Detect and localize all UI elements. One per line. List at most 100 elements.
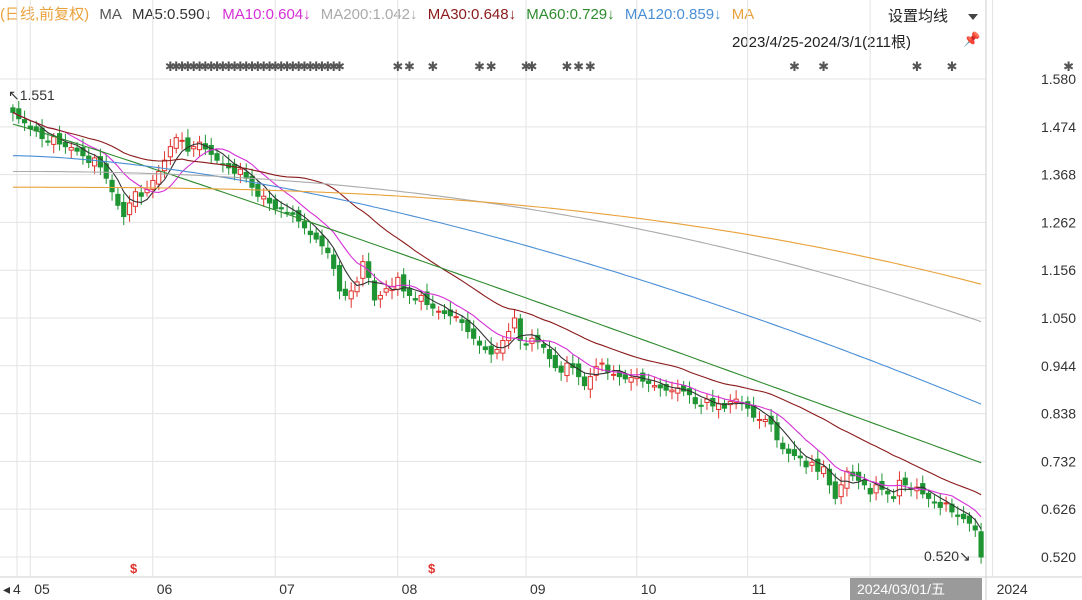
candle — [383, 288, 389, 293]
candle — [611, 373, 617, 376]
signal-marker-icon: ✱ — [229, 59, 240, 74]
y-tick-label: 0.732 — [1041, 453, 1076, 469]
ma250-line — [12, 186, 982, 285]
signal-marker-icon: ✱ — [521, 59, 532, 74]
candle — [541, 343, 547, 348]
signal-marker-icon: ✱ — [171, 59, 182, 74]
ma30-line — [12, 111, 982, 496]
candle — [342, 288, 348, 296]
candle — [867, 487, 873, 495]
legend-ma10: MA10:0.604↓ — [222, 6, 311, 23]
candle — [937, 501, 943, 508]
y-tick-label: 0.626 — [1041, 501, 1076, 517]
signal-marker-icon: ✱ — [282, 59, 293, 74]
x-tick-label: 11 — [752, 581, 767, 597]
candle — [605, 364, 611, 373]
ma-settings-button[interactable]: 设置均线 — [888, 0, 986, 32]
signal-marker-icon: ✱ — [573, 59, 584, 74]
y-tick-label: 1.580 — [1041, 71, 1076, 87]
y-tick-label: 1.368 — [1041, 167, 1076, 183]
candle — [966, 515, 973, 524]
signal-marker-icon: ✱ — [334, 59, 345, 74]
candle — [231, 163, 238, 174]
candle — [278, 207, 284, 210]
candle — [301, 221, 308, 229]
legend-ma5: MA5:0.590↓ — [132, 6, 213, 23]
candle — [185, 137, 191, 152]
candle — [797, 455, 803, 459]
candle — [506, 331, 512, 342]
candle — [331, 254, 337, 269]
candle — [815, 458, 821, 472]
candle — [132, 191, 138, 207]
x-tick-label: 07 — [279, 581, 295, 597]
scroll-left-icon: ◂ — [3, 581, 10, 597]
signal-marker-icon: ✱ — [276, 59, 287, 74]
candle — [336, 264, 343, 292]
signal-marker-icon: ✱ — [247, 59, 258, 74]
candle — [716, 403, 722, 411]
ma5-line — [12, 111, 982, 530]
candle — [587, 376, 593, 390]
signal-marker-icon: ✱ — [392, 59, 403, 74]
candle — [640, 372, 646, 382]
y-tick-label: 1.474 — [1041, 119, 1076, 135]
candle — [453, 316, 459, 319]
candle — [272, 199, 278, 210]
signal-marker-icon: ✱ — [200, 59, 211, 74]
signal-marker-icon: ✱ — [427, 59, 438, 74]
candle — [511, 317, 518, 329]
candle — [925, 492, 932, 499]
candle — [10, 107, 16, 113]
candle — [593, 366, 599, 376]
candle — [430, 303, 436, 309]
candle — [266, 197, 273, 204]
candle — [465, 319, 471, 333]
legend-ma200: MA200:1.042↓ — [320, 6, 418, 23]
candle — [418, 294, 424, 302]
candle — [774, 422, 780, 441]
candle — [319, 235, 325, 247]
x-tick-label: 08 — [402, 581, 418, 597]
ma10-line — [12, 111, 982, 518]
x-tick-label: 4 — [13, 581, 21, 597]
candle — [885, 490, 891, 495]
legend-ma30: MA30:0.648↓ — [427, 6, 517, 23]
pin-icon[interactable]: 📌 — [963, 31, 981, 47]
candle — [552, 355, 558, 369]
candle — [261, 195, 267, 200]
signal-marker-icon: ✱ — [1063, 59, 1074, 74]
candle — [91, 157, 98, 167]
signal-marker-icon: ✱ — [486, 59, 497, 74]
legend-header: (日线,前复权) — [0, 6, 90, 23]
x-tick-label: 2024 — [997, 581, 1028, 597]
signal-marker-icon: ✱ — [182, 59, 193, 74]
candle — [663, 383, 669, 391]
signal-marker-icon: ✱ — [223, 59, 234, 74]
candle — [16, 108, 22, 120]
legend-ma120: MA120:0.859↓ — [624, 6, 722, 23]
candle — [325, 247, 331, 254]
candle — [482, 346, 488, 351]
legend-ma-cut: MA — [731, 6, 755, 23]
candle — [786, 448, 792, 454]
y-tick-label: 0.838 — [1041, 406, 1076, 422]
candle — [348, 290, 354, 300]
candle — [488, 345, 494, 355]
candle — [126, 202, 133, 216]
signal-marker-icon: ✱ — [311, 59, 322, 74]
candle — [395, 276, 401, 290]
candle — [931, 501, 938, 504]
signal-marker-icon: ✱ — [241, 59, 252, 74]
candle — [832, 481, 838, 499]
candle — [401, 274, 407, 292]
signal-marker-icon: ✱ — [188, 59, 199, 74]
cursor-date-box — [850, 578, 982, 600]
candle — [780, 442, 786, 450]
signal-marker-icon: ✱ — [206, 59, 217, 74]
candle — [156, 170, 162, 185]
candle — [360, 261, 366, 279]
candle — [972, 525, 978, 531]
x-tick-label: 06 — [157, 581, 173, 597]
